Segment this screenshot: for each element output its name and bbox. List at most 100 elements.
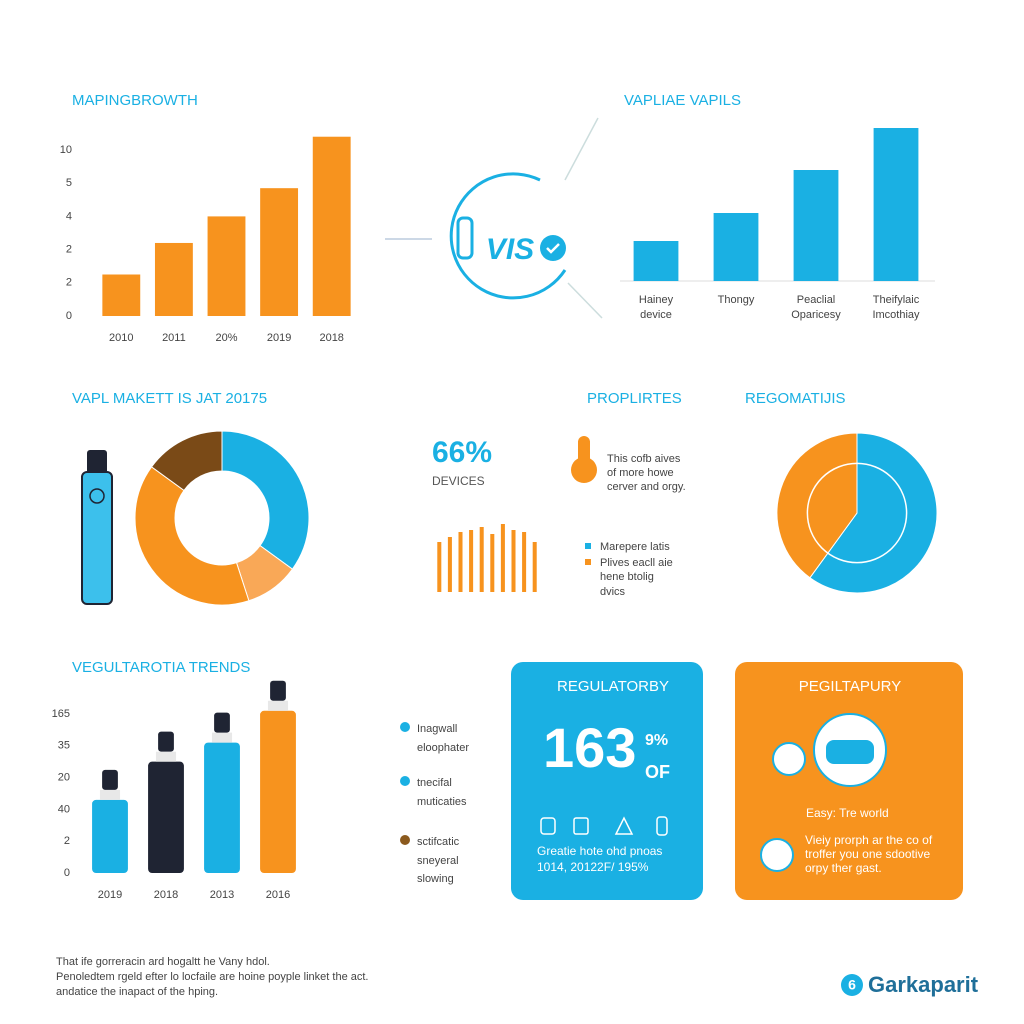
- device-button: [89, 488, 105, 504]
- x-tick-label: 2018: [154, 889, 178, 901]
- y-tick-label: 0: [66, 310, 72, 322]
- y-tick-label: 20: [58, 771, 70, 783]
- legend-label: Plives eacll aie hene btolig dvics: [600, 557, 673, 598]
- bar: [204, 742, 240, 873]
- segment: [776, 432, 858, 579]
- diagram-handle: [456, 216, 474, 260]
- chart-title: REGOMATIJIS: [745, 390, 846, 407]
- x-tick-label: 2019: [267, 332, 291, 344]
- x-tick-label: Hainey device: [638, 294, 674, 321]
- card-blue: [511, 662, 703, 900]
- logo-badge-bg: [841, 974, 863, 996]
- device-mouth: [267, 700, 289, 711]
- chart-title: VAPL MAKETT IS JAT 20175: [72, 390, 267, 407]
- chart-title: MAPINGBROWTH: [72, 92, 198, 109]
- legend-swatch: [400, 835, 410, 845]
- bar: [207, 216, 246, 316]
- card-text: Greatie hote ohd pnoas 1014, 20122F/ 195…: [537, 844, 663, 875]
- chart-title: VAPLIAE VAPILS: [624, 92, 741, 109]
- card-subtitle: Easy: Tre world: [806, 806, 889, 820]
- y-tick-label: 2: [66, 277, 72, 289]
- arrow: [564, 117, 599, 181]
- device-mouth: [211, 732, 233, 743]
- stat-label: DEVICES: [432, 474, 485, 488]
- icon-bulb: [571, 457, 597, 483]
- bar: [479, 527, 484, 592]
- device-illustration: [81, 450, 113, 605]
- y-tick-label: 10: [60, 144, 72, 156]
- x-tick-label: Peaclial Oparicesy: [791, 294, 841, 321]
- y-tick-label: 2: [66, 244, 72, 256]
- bar: [458, 532, 463, 592]
- bar: [437, 542, 442, 592]
- card-stat-unit: OF: [645, 762, 670, 782]
- x-tick-label: 2010: [109, 332, 133, 344]
- icon: [656, 816, 668, 836]
- bar: [873, 128, 919, 281]
- y-tick-label: 35: [58, 740, 70, 752]
- diagram-arc: [449, 172, 567, 300]
- segment: [150, 430, 223, 492]
- segment: [221, 430, 310, 570]
- device-mouth: [155, 751, 177, 762]
- y-tick-label: 165: [52, 708, 70, 720]
- y-tick-label: 2: [64, 835, 70, 847]
- device-body: [81, 471, 113, 605]
- x-tick-label: 2019: [98, 889, 122, 901]
- icon: [540, 817, 556, 835]
- bar: [522, 532, 527, 592]
- x-tick-label: Theifylaic Imcothiay: [872, 294, 920, 321]
- y-tick-label: 5: [66, 177, 72, 189]
- diagram-label: VIS: [486, 233, 534, 266]
- legend-label: sctifcatic sneyeral slowing: [417, 836, 460, 886]
- icon: [760, 838, 794, 872]
- chart-title: PROPLIRTES: [587, 390, 682, 407]
- bar: [633, 241, 679, 281]
- legend-label: Inagwall eloophater: [417, 723, 469, 754]
- footer-text: That ife gorreracin ard hogaltt he Vany …: [56, 956, 369, 998]
- x-tick-label: 2011: [162, 332, 186, 344]
- card-title: REGULATORBY: [557, 678, 669, 695]
- check-badge: [540, 235, 566, 261]
- x-tick-label: 2016: [266, 889, 290, 901]
- card-stat-suffix: 9%: [645, 732, 669, 749]
- card-stat: 163: [543, 716, 637, 779]
- bar: [312, 136, 351, 316]
- bar: [148, 761, 184, 873]
- device-mouth: [99, 789, 121, 800]
- icon: [573, 817, 589, 835]
- bar: [793, 170, 839, 281]
- device-cap: [214, 712, 230, 733]
- bar: [511, 530, 516, 592]
- thermo-icon: [571, 436, 597, 483]
- y-tick-label: 0: [64, 867, 70, 879]
- icon: [826, 740, 874, 764]
- bar: [154, 242, 193, 316]
- pie-inner: [806, 462, 908, 564]
- legend-swatch: [585, 543, 591, 549]
- logo: Garkaparit: [868, 972, 979, 997]
- card-face-icons: [760, 713, 887, 872]
- legend-label: tnecifal muticaties: [417, 777, 467, 808]
- segment: [809, 432, 938, 594]
- bar: [469, 530, 474, 592]
- arrow: [567, 282, 603, 319]
- logo-badge: 6: [848, 977, 856, 993]
- card-icons: [540, 816, 668, 836]
- bar: [260, 710, 296, 873]
- device-cap: [102, 769, 118, 790]
- legend-swatch: [400, 722, 410, 732]
- bar: [102, 274, 141, 316]
- note: This cofb aives of more howe cerver and …: [607, 453, 686, 493]
- stat: 66%: [432, 436, 492, 469]
- card-title: PEGILTAPURY: [798, 678, 902, 695]
- check-mark: [546, 243, 560, 254]
- y-tick-label: 4: [66, 210, 72, 222]
- icon: [772, 742, 806, 776]
- bar: [532, 542, 537, 592]
- bar: [260, 188, 299, 316]
- bar: [500, 524, 505, 592]
- card-text: Vieiy prorph ar the co of troffer you on…: [805, 833, 933, 875]
